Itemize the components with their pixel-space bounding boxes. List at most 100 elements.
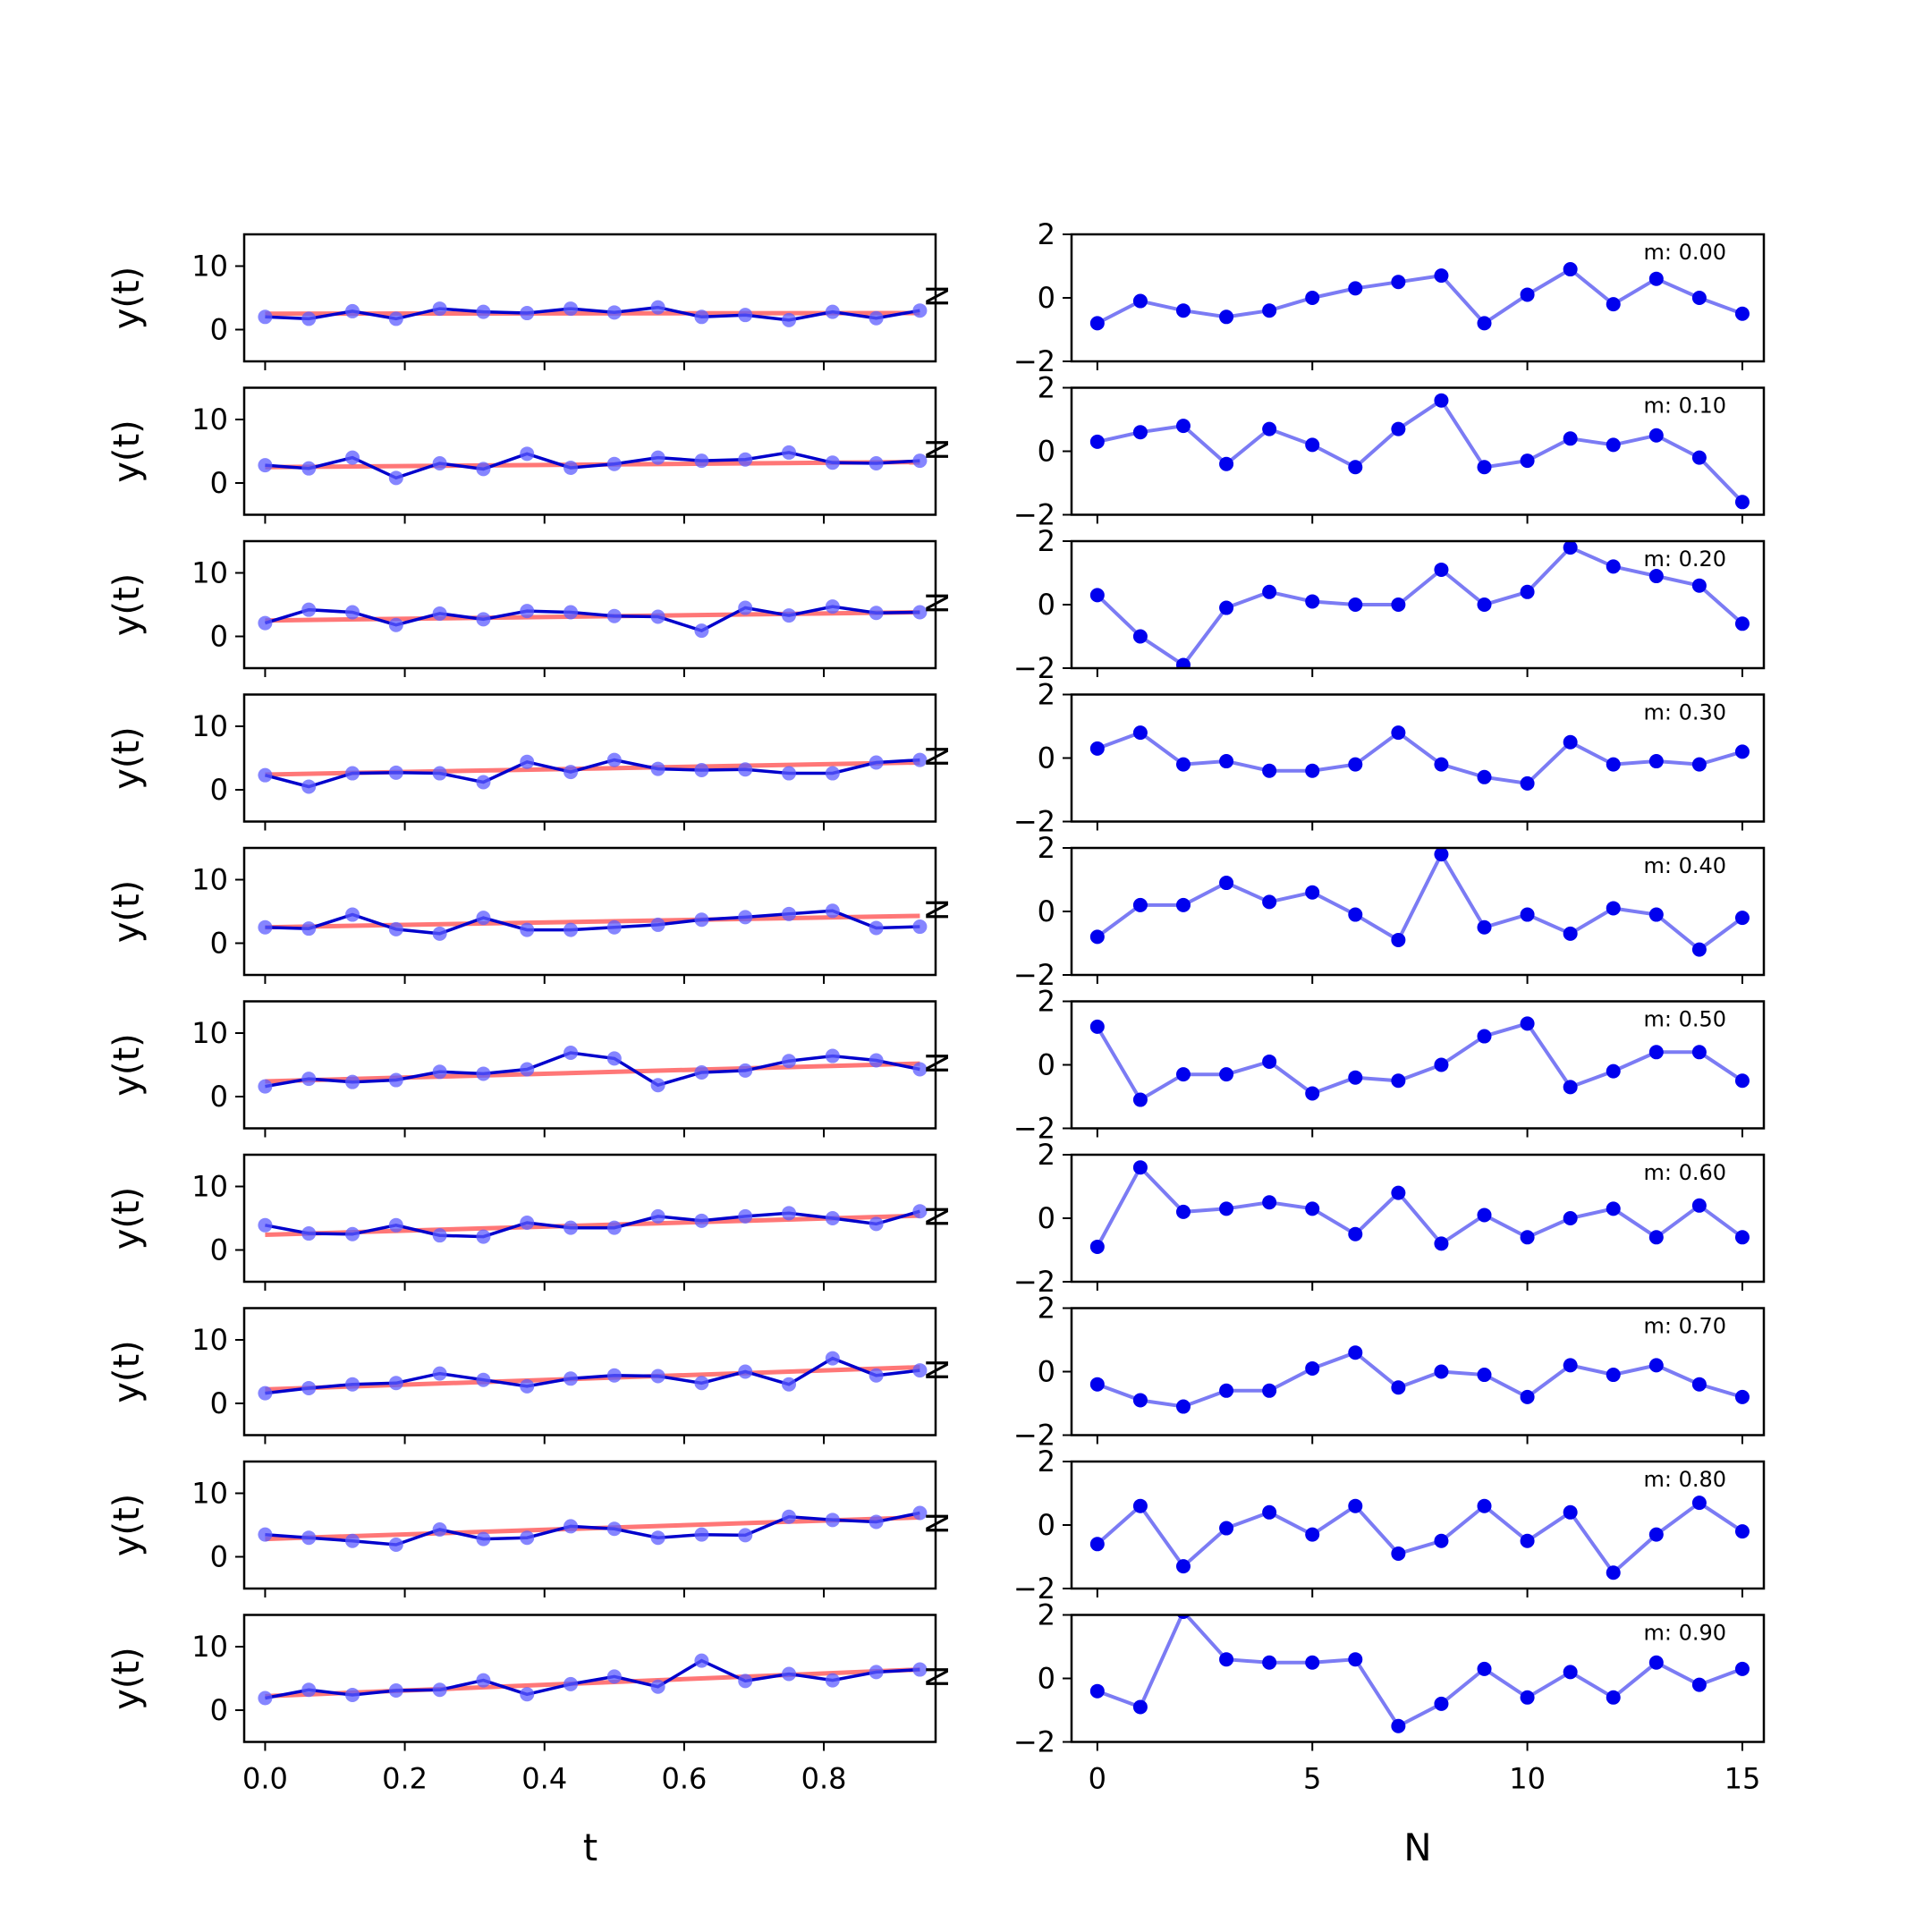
noise-line — [1096, 1021, 1744, 1103]
data-point — [258, 1217, 273, 1233]
data-point — [301, 1072, 317, 1087]
spacer — [240, 399, 243, 426]
data-point — [476, 911, 491, 926]
data-point — [694, 1653, 709, 1668]
plot-area — [1089, 541, 1750, 668]
noise-point — [1691, 1677, 1707, 1692]
data-point — [650, 1078, 665, 1093]
noise-point — [1434, 1236, 1449, 1251]
data-point — [825, 599, 840, 614]
clipped-ylabel-fragment: N — [920, 745, 956, 767]
data-point — [520, 1062, 535, 1077]
noise-line — [1096, 1500, 1744, 1576]
data-point — [258, 309, 273, 325]
noise-point — [1132, 1393, 1148, 1408]
y-axis-label: y(t) — [106, 573, 148, 637]
y-tick-label: 2 — [1038, 524, 1055, 558]
y-tick-label: 0 — [210, 620, 228, 654]
y-tick-label: 0 — [210, 927, 228, 961]
data-point — [738, 1208, 753, 1224]
plot-area — [258, 300, 928, 327]
data-point — [520, 604, 535, 619]
y-tick-label: 0 — [1038, 1048, 1055, 1082]
data-point — [912, 1505, 928, 1521]
y-axis-label: y(t) — [106, 1033, 148, 1097]
plot-area — [1089, 1345, 1750, 1414]
noise-point — [1262, 1383, 1277, 1398]
right-subplot: −2 0 2 m: 0.00 — [1013, 217, 1766, 378]
plot-area — [258, 903, 928, 941]
y-tick-label: 0 — [1038, 894, 1055, 928]
subplot-grid: 0 10 y(t) N −2 0 2 m: 0.00 0 10 y(t) N −2 0 2 m: 0.10 0 1… — [106, 217, 1766, 1796]
data-point — [301, 921, 317, 936]
noise-point — [1520, 1533, 1535, 1548]
data-point — [388, 921, 403, 936]
data-point — [869, 755, 884, 770]
data-point — [476, 612, 491, 627]
data-point — [825, 304, 840, 319]
data-point — [738, 1063, 753, 1078]
data-point — [912, 919, 928, 935]
noise-point — [1348, 281, 1363, 296]
data-point — [694, 1376, 709, 1391]
noise-point — [1734, 1230, 1750, 1245]
plot-area — [258, 1046, 928, 1094]
data-point — [564, 460, 579, 475]
data-point — [912, 453, 928, 469]
left-subplot: 0 10 y(t) N — [106, 693, 956, 831]
axes-frame — [242, 1460, 937, 1590]
data-point — [388, 1376, 403, 1391]
spacer — [240, 1472, 243, 1499]
noise-point — [1391, 597, 1406, 612]
noise-point — [1175, 303, 1191, 318]
m-value-label: m: 0.50 — [1643, 1007, 1726, 1032]
data-point — [520, 446, 535, 462]
data-point — [912, 1062, 928, 1077]
noise-point — [1734, 1661, 1750, 1676]
clipped-ylabel-fragment: N — [920, 1052, 956, 1074]
y-tick-label: −2 — [1013, 958, 1055, 992]
y-tick-label: −2 — [1013, 1265, 1055, 1299]
noise-point — [1348, 1498, 1363, 1513]
data-point — [258, 1690, 273, 1706]
noise-point — [1734, 1389, 1750, 1404]
data-point — [564, 765, 579, 780]
y-tick-label: −2 — [1013, 1419, 1055, 1453]
y-tick-label: 10 — [191, 863, 228, 897]
m-value-label: m: 0.00 — [1643, 240, 1726, 265]
data-point — [782, 608, 797, 623]
noise-point — [1305, 1527, 1320, 1542]
left-subplot: 0 10 y(t) N — [106, 1153, 956, 1291]
y-tick-label: −2 — [1013, 1572, 1055, 1606]
data-point — [738, 762, 753, 777]
plot-area — [258, 445, 928, 486]
noise-point — [1132, 1160, 1148, 1175]
data-line — [265, 1658, 920, 1700]
y-tick-label: 10 — [191, 1170, 228, 1204]
data-point — [694, 309, 709, 325]
noise-point — [1606, 1063, 1621, 1079]
noise-point — [1305, 594, 1320, 609]
y-axis-label: y(t) — [106, 419, 148, 483]
noise-point — [1477, 597, 1492, 612]
data-point — [782, 1054, 797, 1069]
noise-point — [1606, 559, 1621, 574]
data-point — [258, 1527, 273, 1542]
noise-point — [1219, 1383, 1234, 1398]
noise-point — [1175, 1399, 1191, 1414]
data-point — [388, 1072, 403, 1088]
noise-point — [1520, 775, 1535, 791]
clipped-ylabel-fragment: N — [920, 1665, 956, 1688]
data-point — [432, 1521, 447, 1537]
noise-point — [1477, 1208, 1492, 1223]
noise-point — [1305, 437, 1320, 453]
noise-point — [1391, 1073, 1406, 1089]
y-tick-label: 10 — [191, 1477, 228, 1511]
noise-point — [1219, 1521, 1234, 1536]
noise-point — [1691, 757, 1707, 772]
data-point — [869, 1216, 884, 1232]
data-point — [258, 1385, 273, 1401]
data-point — [258, 615, 273, 631]
noise-point — [1691, 450, 1707, 465]
